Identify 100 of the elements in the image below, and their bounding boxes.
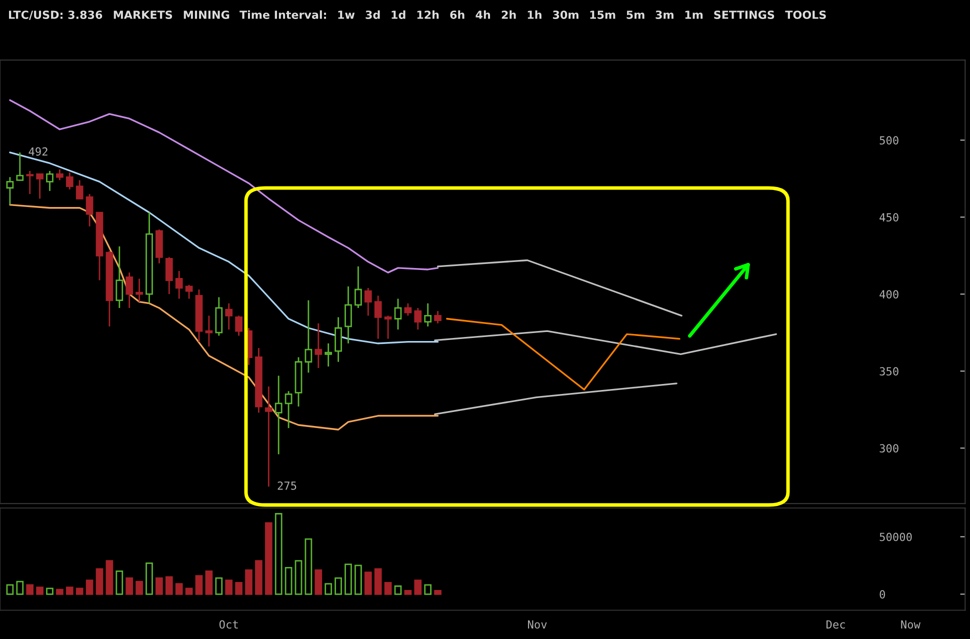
text: 30m bbox=[552, 10, 578, 19]
candlestick bbox=[314, 322, 322, 369]
bar bbox=[195, 575, 203, 595]
candlestick bbox=[136, 278, 143, 303]
candlestick bbox=[126, 272, 134, 309]
text: 1h bbox=[528, 10, 542, 19]
bar bbox=[76, 588, 84, 595]
candlestick bbox=[264, 386, 272, 488]
y-tick-label: 0 bbox=[880, 590, 886, 599]
bar bbox=[404, 590, 412, 595]
bar bbox=[324, 583, 332, 595]
bar bbox=[374, 568, 382, 595]
bar bbox=[185, 588, 193, 595]
candlestick bbox=[205, 314, 213, 348]
text: 1w bbox=[338, 10, 355, 19]
bar bbox=[364, 572, 372, 595]
bar bbox=[235, 582, 242, 595]
text: 1d bbox=[392, 10, 406, 19]
x-tick-label: Oct bbox=[219, 620, 238, 629]
bar bbox=[146, 562, 153, 595]
candlestick bbox=[235, 314, 242, 336]
text: Time Interval: bbox=[240, 10, 326, 19]
y-tick-label: 300 bbox=[880, 444, 898, 453]
x-tick-label: Nov bbox=[528, 620, 547, 629]
text: 6h bbox=[450, 10, 464, 19]
bar bbox=[6, 584, 14, 595]
candlestick bbox=[414, 307, 422, 330]
candlestick bbox=[364, 287, 372, 316]
bar bbox=[354, 564, 362, 595]
bar bbox=[96, 568, 104, 595]
bar bbox=[344, 564, 352, 595]
bar bbox=[46, 588, 54, 595]
candlestick bbox=[304, 300, 312, 374]
candlestick bbox=[86, 193, 94, 228]
text: 3d bbox=[366, 10, 380, 19]
candlestick bbox=[175, 270, 183, 300]
text: 15m bbox=[590, 10, 616, 19]
candlestick bbox=[66, 172, 74, 190]
candlestick bbox=[354, 266, 362, 309]
text: 1m bbox=[685, 10, 703, 19]
text: 2h bbox=[502, 10, 516, 19]
candlestick bbox=[225, 302, 233, 330]
candlestick bbox=[434, 310, 442, 324]
bar bbox=[16, 580, 24, 595]
bar bbox=[116, 570, 124, 595]
bar bbox=[314, 569, 322, 595]
y-tick-label: 500 bbox=[880, 136, 898, 145]
text: MARKETS bbox=[114, 10, 172, 19]
candlestick bbox=[165, 256, 173, 295]
candlestick bbox=[404, 302, 412, 316]
candlestick bbox=[6, 176, 14, 206]
text: 3m bbox=[656, 10, 674, 19]
bar bbox=[136, 580, 143, 595]
bar bbox=[36, 586, 44, 595]
bar bbox=[294, 560, 302, 595]
candlestick bbox=[76, 179, 84, 200]
bar bbox=[255, 560, 262, 595]
bar bbox=[424, 584, 432, 595]
bar bbox=[304, 538, 312, 595]
bar bbox=[56, 588, 64, 595]
candlestick bbox=[56, 168, 64, 181]
annotation: 492 bbox=[28, 147, 48, 156]
candlestick bbox=[185, 284, 193, 300]
line-series bbox=[9, 99, 439, 274]
bar bbox=[26, 584, 34, 595]
text: MINING bbox=[184, 10, 230, 19]
bar bbox=[66, 586, 74, 595]
text: TOOLS bbox=[785, 10, 826, 19]
y-tick-label: 400 bbox=[880, 290, 898, 299]
bar bbox=[334, 577, 342, 595]
text: 5m bbox=[626, 10, 644, 19]
candlestick bbox=[394, 298, 402, 330]
candlestick bbox=[384, 314, 392, 340]
bar bbox=[156, 577, 163, 595]
candlestick bbox=[374, 294, 382, 340]
bar bbox=[126, 577, 134, 595]
bar bbox=[284, 567, 292, 595]
y-tick-label: 50000 bbox=[880, 532, 912, 542]
text: 12h bbox=[417, 10, 439, 19]
bar bbox=[245, 569, 252, 595]
candlestick bbox=[334, 316, 342, 363]
y-tick-label: 350 bbox=[880, 367, 898, 376]
bar bbox=[384, 582, 392, 595]
bar bbox=[414, 580, 422, 595]
candlestick bbox=[274, 375, 282, 455]
bar bbox=[394, 585, 402, 595]
text: 4h bbox=[476, 10, 490, 19]
x-tick-label: Dec bbox=[826, 620, 845, 629]
x-tick-label: Now bbox=[901, 620, 920, 629]
bar bbox=[175, 583, 183, 595]
bar bbox=[274, 513, 282, 595]
bar bbox=[106, 560, 114, 595]
candlestick bbox=[324, 342, 332, 368]
candlestick bbox=[284, 390, 292, 429]
candlestick bbox=[344, 286, 352, 344]
candlestick bbox=[116, 246, 124, 309]
y-tick-label: 450 bbox=[880, 213, 898, 222]
bar bbox=[225, 580, 233, 595]
candlestick bbox=[46, 170, 54, 192]
bar bbox=[86, 580, 94, 595]
